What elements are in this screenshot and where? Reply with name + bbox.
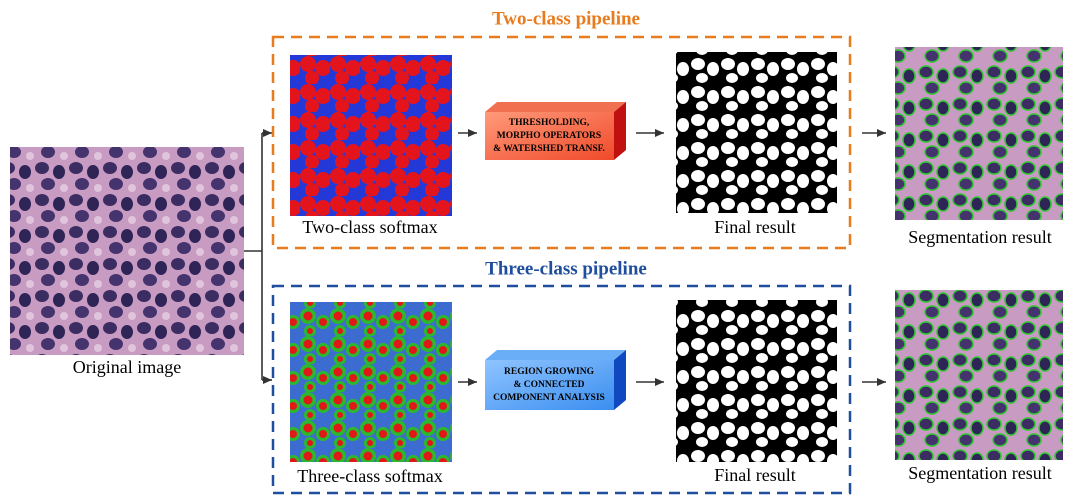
final-label: Final result [714,465,796,485]
softmax-label: Three-class softmax [297,466,442,486]
segmentation-image [895,47,1063,220]
three-class-box [271,284,852,495]
final-result-image [676,52,837,213]
operation-text: & CONNECTED [514,380,585,390]
softmax-label: Two-class softmax [302,217,437,237]
three-class-title: Three-class pipeline [485,258,647,279]
two-class-title: Two-class pipeline [492,8,640,29]
two-class-softmax-image [290,55,452,216]
operation-text: THRESHOLDING, [509,118,590,128]
operation-text: MORPHO OPERATORS [497,131,601,141]
two-class-box [271,35,852,250]
operation-text: COMPONENT ANALYSIS [493,393,605,403]
original-image [10,147,244,355]
three-class-softmax-image [290,302,452,462]
branch-line [244,133,263,380]
final-result-image [676,300,837,462]
segmentation-image [895,290,1063,460]
original-label: Original image [73,357,181,377]
operation-block: THRESHOLDING, MORPHO OPERATORS & WATERSH… [485,102,626,160]
segmentation-label: Segmentation result [908,463,1051,483]
final-label: Final result [714,217,796,237]
operation-text: REGION GROWING [504,367,595,377]
operation-text: & WATERSHED TRANSF. [493,144,605,154]
operation-block: REGION GROWING & CONNECTED COMPONENT ANA… [485,350,626,410]
segmentation-label: Segmentation result [908,227,1051,247]
